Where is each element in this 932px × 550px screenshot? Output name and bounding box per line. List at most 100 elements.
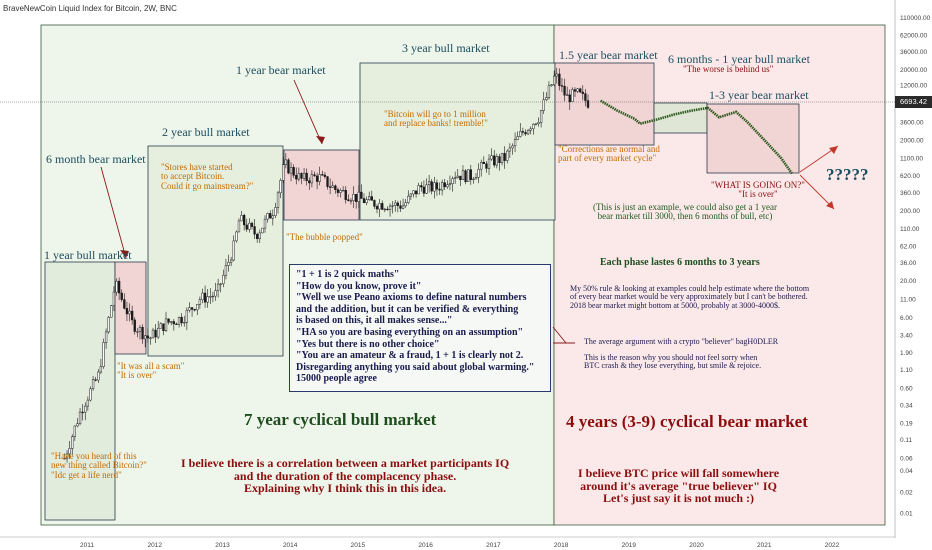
quote-bubble: "The bubble popped" (286, 232, 363, 242)
candle-body (172, 321, 175, 325)
candle-body (451, 178, 454, 185)
candle-body (250, 222, 254, 227)
candle-body (370, 196, 373, 201)
candle-body (216, 283, 220, 291)
candle-body (289, 167, 293, 174)
y-tick-label: 1.90 (900, 350, 913, 357)
candle-body (477, 168, 480, 178)
y-tick-label: 62000.00 (900, 33, 927, 40)
candle-body (128, 310, 131, 315)
candle-body (433, 182, 436, 192)
y-tick-label: 3.40 (900, 332, 913, 339)
candle-body (188, 307, 191, 311)
candle-body (422, 186, 426, 194)
candle-body (91, 379, 95, 390)
candle-body (454, 177, 457, 179)
candle-body (321, 174, 324, 176)
x-tick-label: 2011 (80, 542, 94, 549)
quote-corrections: "Corrections are normal and part of ever… (558, 144, 660, 164)
candle-body (456, 175, 459, 178)
candle-body (271, 215, 274, 219)
phase-label-3y-bull: 3 year bull market (402, 41, 490, 55)
candle-body (297, 173, 301, 180)
candle-body (469, 169, 472, 180)
y-tick-label: 62.00 (900, 244, 917, 251)
candle-body (334, 185, 337, 190)
candle-body (170, 321, 173, 323)
candle-body (394, 202, 397, 206)
candle-body (513, 139, 517, 147)
arrow-head-up-future (829, 146, 838, 154)
arrow-meme (552, 326, 567, 344)
note-example: (This is just an example, we could also … (593, 202, 777, 222)
candle-body (237, 220, 241, 233)
candle-body (401, 205, 405, 209)
meme-line: "HA so you are basing everything on an a… (296, 326, 524, 338)
candle-body (386, 208, 389, 211)
y-tick-label: 12000.00 (900, 83, 927, 90)
y-tick-label: 2000.00 (900, 137, 924, 144)
candle-body (438, 188, 441, 191)
x-tick-label: 2018 (554, 542, 569, 549)
candle-body (550, 84, 553, 87)
projection (599, 99, 794, 176)
candle-body (355, 194, 358, 202)
candle-body (391, 205, 394, 207)
candle-body (193, 309, 196, 311)
candle-body (219, 283, 222, 285)
y-axis: 110000.00 62000.00 36000.00 20000.00 12000.0… (900, 15, 931, 518)
candle-body (482, 161, 485, 164)
candle-body (425, 184, 428, 194)
candle-body (381, 203, 384, 210)
section-title-bear: 4 years (3-9) cyclical bear market (566, 412, 808, 431)
arrow-down-future (799, 174, 835, 210)
candle-body (65, 453, 69, 459)
candle-body (378, 203, 381, 210)
note-each-phase: Each phase lastes 6 months to 3 years (600, 257, 760, 268)
arrow-head-down-future (826, 201, 834, 209)
phase-box-1y-bull (44, 261, 116, 521)
candle-body (206, 296, 209, 303)
candle-body (274, 207, 277, 216)
phase-box-bull-short (653, 102, 708, 134)
candle-body (136, 331, 139, 333)
phase-box-6m-bear (114, 261, 147, 355)
candle-body (253, 226, 256, 235)
candle-body (284, 159, 287, 166)
phase-label-1-5y-bear: 1.5 year bear market (559, 48, 658, 62)
candle-body (196, 304, 199, 311)
meme-lines: "1 + 1 is 2 quick maths" "How do you know… (290, 265, 550, 389)
candle-body (555, 73, 558, 77)
candle-body (328, 186, 332, 188)
candle-body (256, 233, 259, 239)
candle-body (461, 170, 465, 180)
belief-left: I believe there is a correlation between… (181, 456, 510, 496)
candle-body (521, 131, 525, 133)
candle-body (167, 318, 170, 323)
candle-body (84, 405, 87, 413)
candle-body (104, 331, 108, 343)
arrow-head-6m-bear (120, 250, 129, 258)
candle-body (115, 280, 118, 293)
candle-body (409, 193, 413, 197)
y-tick-label: 0.04 (900, 468, 913, 475)
candle-body (360, 191, 363, 199)
note-reason: This is the reason why you should not fe… (584, 353, 762, 371)
phase-box-3y-bull (359, 62, 556, 221)
y-tick-label: 11.00 (900, 296, 916, 303)
quote-worse-behind: "The worse is behind us" (683, 64, 774, 74)
candle-body (209, 296, 212, 298)
candle-body (151, 329, 155, 339)
candle-body (99, 366, 103, 373)
candle-body (149, 337, 152, 339)
candle-body (287, 159, 290, 174)
x-tick-label: 2014 (283, 542, 298, 549)
candle-body (383, 208, 386, 211)
candle-body (138, 327, 142, 332)
candle-body (295, 175, 298, 180)
meme-line: 15000 people agree (296, 373, 377, 385)
meme-line: "1 + 1 is 2 quick maths" (296, 269, 400, 280)
y-tick-label: 620.00 (900, 173, 920, 180)
y-tick-label: 3600.00 (900, 119, 924, 126)
candle-body (339, 190, 342, 193)
